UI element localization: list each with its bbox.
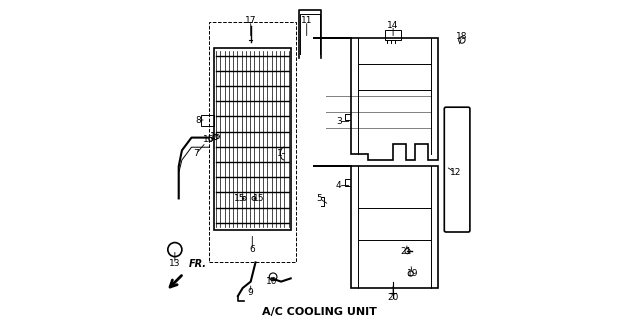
- Text: 11: 11: [301, 16, 312, 25]
- Bar: [209, 22, 295, 262]
- Text: A/C COOLING UNIT: A/C COOLING UNIT: [262, 307, 377, 317]
- Text: 21: 21: [400, 247, 412, 256]
- Text: 20: 20: [387, 293, 399, 302]
- Text: 15: 15: [203, 135, 215, 144]
- Text: 12: 12: [450, 168, 461, 177]
- Text: 15: 15: [253, 194, 265, 203]
- Text: 13: 13: [169, 260, 181, 268]
- Text: 8: 8: [195, 116, 201, 124]
- Bar: [201, 115, 214, 126]
- Text: 18: 18: [456, 32, 468, 41]
- Text: 3: 3: [336, 117, 342, 126]
- Text: 16: 16: [210, 132, 221, 140]
- Text: 19: 19: [406, 269, 418, 278]
- Text: FR.: FR.: [189, 259, 206, 269]
- Text: 5: 5: [317, 194, 322, 203]
- Text: 7: 7: [194, 149, 199, 158]
- Text: 1: 1: [277, 149, 282, 158]
- Text: 6: 6: [249, 245, 255, 254]
- Text: 14: 14: [387, 21, 399, 30]
- Bar: [385, 30, 401, 40]
- Text: 17: 17: [245, 16, 256, 25]
- Text: 9: 9: [248, 288, 254, 297]
- Text: 15: 15: [234, 194, 245, 203]
- Bar: [214, 48, 291, 230]
- Text: 10: 10: [266, 277, 277, 286]
- Text: 4: 4: [336, 181, 341, 190]
